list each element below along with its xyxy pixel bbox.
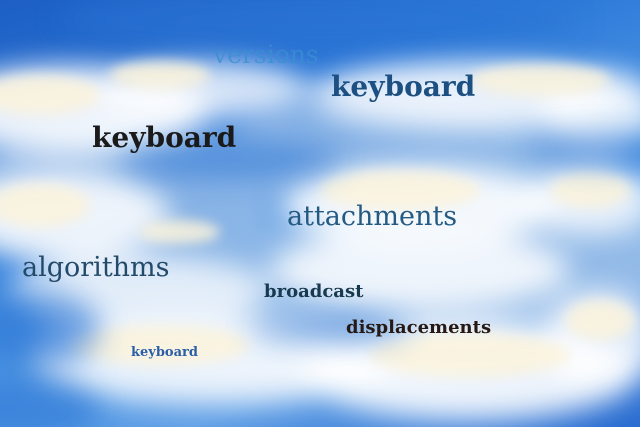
word-displacements: displacements xyxy=(346,317,492,338)
word-broadcast: broadcast xyxy=(264,281,364,302)
word-versions: versions xyxy=(213,40,319,69)
word-keyboard-top: keyboard xyxy=(331,70,476,103)
word-algorithms: algorithms xyxy=(22,252,170,283)
word-keyboard-left: keyboard xyxy=(92,121,237,154)
word-attachments: attachments xyxy=(287,201,458,232)
word-keyboard-small: keyboard xyxy=(131,345,198,360)
